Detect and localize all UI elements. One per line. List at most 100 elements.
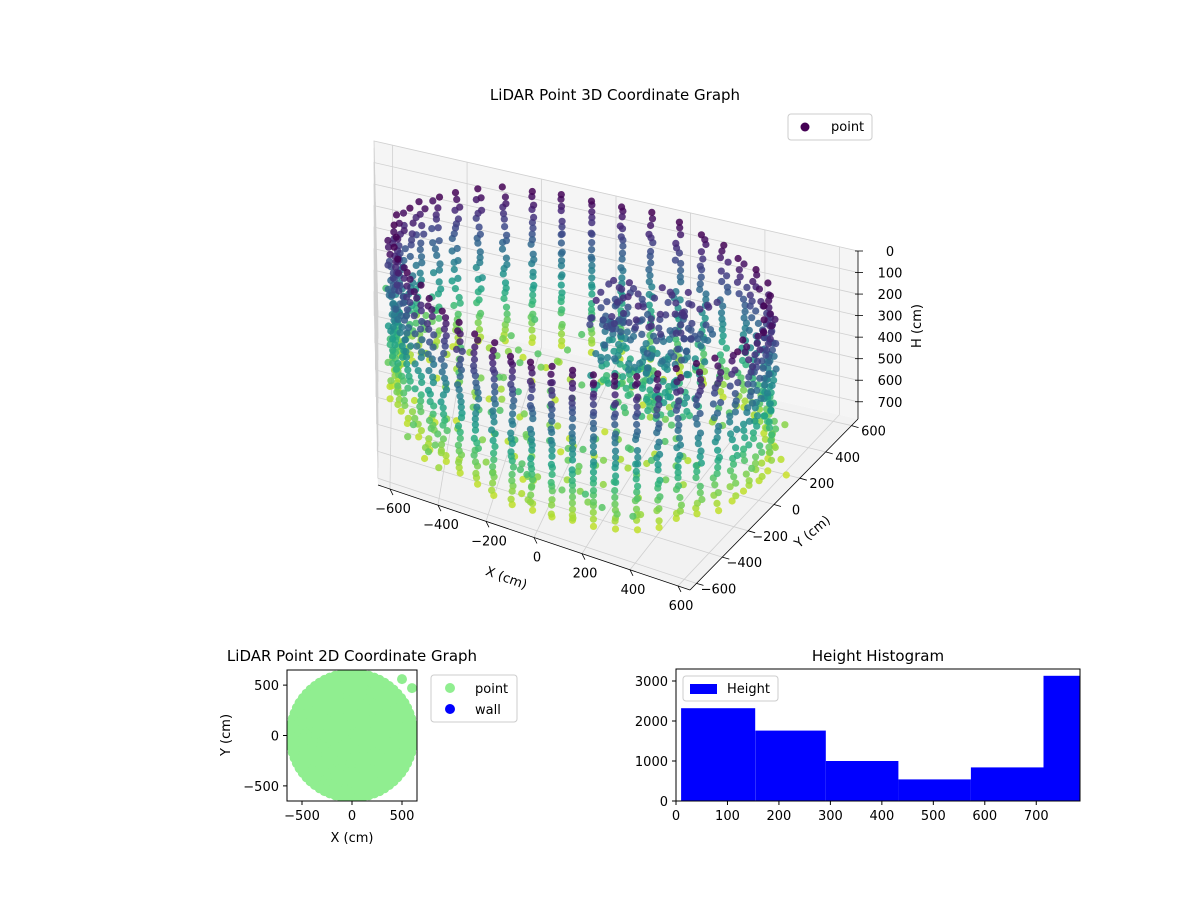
point-3d [507,448,515,456]
point-3d [633,526,642,534]
point-3d [411,330,419,338]
point-3d [741,434,749,442]
point-3d [530,201,538,209]
point-3d [455,293,463,302]
point-3d [456,469,464,477]
legend-box [787,113,873,141]
point-3d [413,342,421,350]
point-3d [645,230,653,238]
point-3d [755,285,764,293]
point-3d [456,392,464,400]
point-3d [603,298,611,306]
point-3d [471,458,480,466]
grid-line [373,248,859,425]
point-3d [441,314,450,322]
point-3d [508,477,516,485]
point-3d [622,384,630,392]
point-3d [674,469,682,477]
point-3d [470,362,478,370]
point-3d [451,189,460,197]
point-3d [733,278,742,286]
point-3d [634,453,642,461]
point-3d [530,213,538,221]
point-3d [491,442,499,451]
point-3d [613,510,621,518]
point-3d [733,425,741,433]
point-3d [671,256,680,264]
point-3d [617,233,625,241]
legend-box [682,675,779,702]
point-3d [633,409,642,417]
y-tick-label: −500 [243,780,279,795]
point-3d [398,372,406,380]
point-3d [611,500,619,508]
point-3d [397,407,405,415]
point-3d [611,377,619,385]
point-3d [557,448,565,456]
point-3d [424,386,432,394]
point-3d [438,307,446,315]
point-3d [558,230,566,238]
point-3d [730,473,738,481]
x-tick-label: 200 [767,809,792,824]
point-3d [411,360,419,368]
point-3d [437,441,446,449]
point-3d [417,301,425,309]
point-3d [453,195,461,203]
point-3d [720,241,728,249]
point-3d [618,285,626,293]
point-3d [401,336,409,344]
point-3d [403,360,411,368]
point-3d [568,505,577,513]
legend-label-point: point [475,682,508,697]
point-3d [547,510,555,518]
point-3d [598,503,606,512]
point-3d [418,378,426,387]
point-3d [471,426,480,434]
point-3d [713,409,722,417]
x-tick-label: 400 [869,809,894,824]
point-3d [696,280,704,288]
point-3d [751,459,760,467]
point-3d [634,393,642,401]
point-3d [439,404,447,412]
point-3d [587,306,596,314]
point-3d [477,194,485,202]
point-3d [771,315,779,323]
y-tick [748,530,756,534]
point-3d [472,409,480,417]
point-3d [751,351,759,359]
histogram-title: Height Histogram [812,647,944,665]
point-3d [424,302,432,310]
point-3d [597,304,605,312]
point-3d [611,421,619,429]
point-3d [677,321,685,329]
y-tick-label: 0 [660,795,668,810]
x-tick [437,505,442,512]
point-3d [633,428,642,436]
z-tick-label: 100 [878,267,903,282]
point-3d [772,365,780,373]
point-3d [700,350,708,358]
point-3d [503,316,511,324]
point-3d [527,454,535,463]
point-3d [490,395,498,403]
point-3d [439,391,447,399]
point-3d [568,379,577,387]
point-3d [534,350,542,358]
point-3d [625,360,633,368]
x-tick-label: −400 [423,518,459,533]
point-3d [697,459,706,467]
point-3d [717,267,725,275]
y-tick-label: 200 [809,477,834,492]
point-3d [490,375,498,383]
point-3d [400,274,408,282]
point-3d [503,231,511,239]
point-3d [764,467,772,475]
point-3d [416,210,424,218]
point-3d [717,387,725,396]
point-3d [676,273,684,281]
point-3d [722,367,730,375]
point-3d [456,428,464,436]
point-3d [687,326,695,334]
